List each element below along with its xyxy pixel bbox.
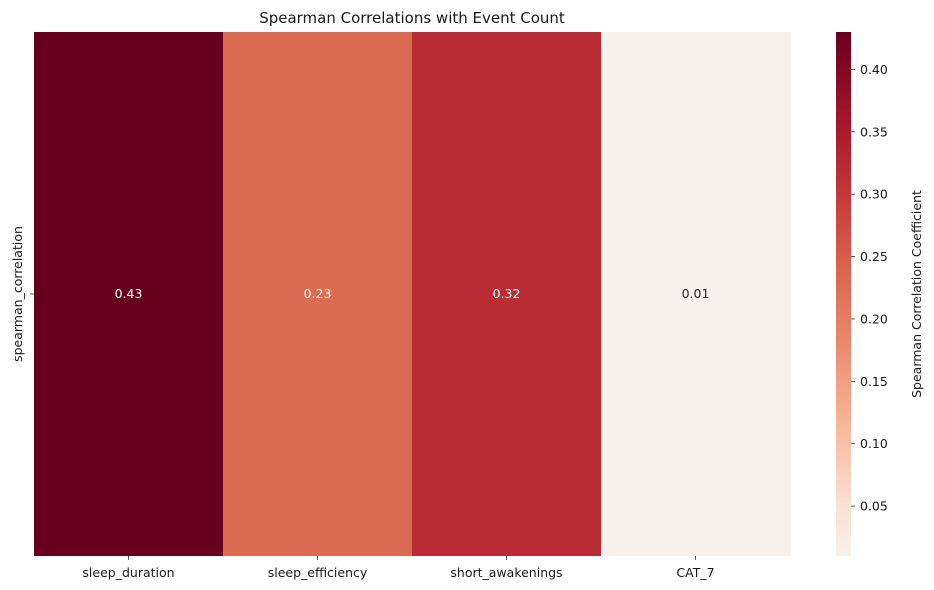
cell-annotation: 0.23 [304, 286, 332, 301]
x-tick-label: short_awakenings [450, 565, 562, 580]
cell-annotation: 0.43 [115, 286, 143, 301]
colorbar-tick-label: 0.20 [860, 311, 888, 326]
x-tick-label: sleep_duration [82, 565, 174, 580]
colorbar-label: Spearman Correlation Coefficient [909, 190, 924, 398]
colorbar [836, 32, 851, 556]
colorbar-tick-label: 0.35 [860, 124, 888, 139]
x-tick-label: CAT_7 [676, 565, 714, 580]
colorbar-tick-label: 0.25 [860, 249, 888, 264]
y-tick-label: spearman_correlation [10, 226, 25, 362]
y-axis-ticks: spearman_correlation [10, 226, 34, 362]
heatmap-cell [34, 32, 224, 556]
x-tick-label: sleep_efficiency [268, 565, 368, 580]
cell-annotation: 0.01 [682, 286, 710, 301]
cell-annotation: 0.32 [493, 286, 521, 301]
colorbar-tick-label: 0.05 [860, 499, 888, 514]
heatmap-cells: 0.43 0.23 0.32 0.01 [34, 32, 791, 556]
heatmap-cell [223, 32, 413, 556]
x-axis-ticks: sleep_duration sleep_efficiency short_awak… [82, 556, 715, 580]
colorbar-tick-label: 0.10 [860, 436, 888, 451]
colorbar-tick-label: 0.40 [860, 62, 888, 77]
colorbar-ticks: 0.05 0.10 0.15 0.20 0.25 0.30 0.35 0.40 [851, 62, 888, 514]
chart-title: Spearman Correlations with Event Count [259, 9, 565, 27]
heatmap-cell [601, 32, 791, 556]
colorbar-tick-label: 0.15 [860, 374, 888, 389]
heatmap-cell [412, 32, 602, 556]
colorbar-tick-label: 0.30 [860, 187, 888, 202]
